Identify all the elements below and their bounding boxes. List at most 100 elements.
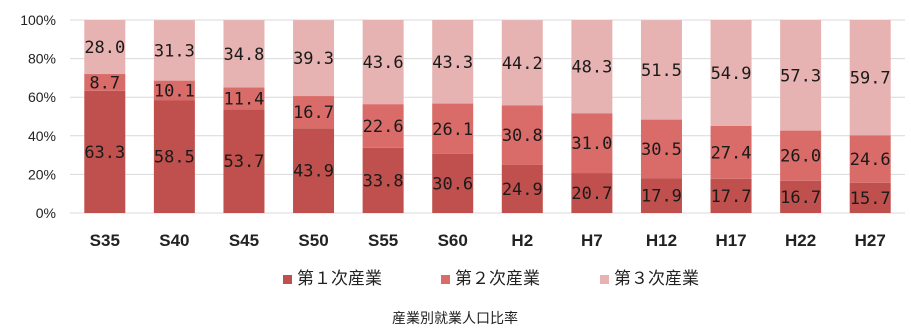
- data-label: 34.8: [223, 45, 264, 65]
- bar-segment: [432, 103, 474, 154]
- bar-segment: [640, 119, 682, 179]
- x-category-label: S50: [298, 231, 328, 250]
- data-label: 17.9: [641, 187, 682, 207]
- data-label: 22.6: [363, 117, 404, 137]
- x-category-label: S45: [229, 231, 259, 250]
- data-label: 10.1: [154, 81, 195, 101]
- x-category-label: H12: [646, 231, 677, 250]
- y-tick-label: 20%: [28, 166, 56, 182]
- y-tick-label: 0%: [36, 205, 56, 221]
- legend-label: 第３次産業: [614, 269, 699, 289]
- bar-segment: [362, 104, 404, 148]
- data-label: 54.9: [711, 64, 752, 84]
- x-category-label: H17: [715, 231, 746, 250]
- data-label: 57.3: [780, 66, 821, 86]
- bar-segment: [501, 20, 543, 106]
- data-label: 16.7: [780, 188, 821, 208]
- data-label: 43.6: [363, 53, 404, 73]
- bar-segment: [293, 96, 335, 129]
- bar-segment: [710, 178, 752, 213]
- bar-segment: [153, 80, 195, 101]
- data-label: 24.6: [850, 150, 891, 170]
- bar-segment: [84, 90, 126, 213]
- data-label: 59.7: [850, 69, 891, 89]
- bar-segment: [293, 128, 335, 213]
- bar-segment: [362, 147, 404, 213]
- bar-segment: [640, 20, 682, 120]
- data-label: 11.4: [223, 89, 264, 109]
- bar-segment: [780, 180, 822, 213]
- x-category-label: S60: [438, 231, 468, 250]
- data-label: 48.3: [571, 58, 612, 78]
- bar-segment: [849, 135, 891, 183]
- x-category-label: S35: [90, 231, 120, 250]
- y-tick-label: 40%: [28, 128, 56, 144]
- x-category-label: S40: [159, 231, 189, 250]
- x-category-label: S55: [368, 231, 398, 250]
- bar-segment: [223, 20, 265, 88]
- bar-segment: [501, 164, 543, 213]
- y-axis-ticks: 0% 20% 40% 60% 80% 100%: [20, 12, 56, 221]
- gridlines: [70, 19, 905, 214]
- x-axis-categories: S35 S40 S45 S50 S55 S60 H2 H7 H12 H17 H22 H27: [90, 231, 886, 250]
- data-label: 43.9: [293, 162, 334, 182]
- data-label: 30.6: [432, 174, 473, 194]
- data-label: 28.0: [84, 38, 125, 58]
- bar-segment: [710, 125, 752, 179]
- data-label: 43.3: [432, 53, 473, 73]
- x-category-label: H22: [785, 231, 816, 250]
- bar-segment: [223, 87, 265, 110]
- bar-segment: [780, 130, 822, 181]
- bar-segment: [293, 20, 335, 97]
- bar-segment: [710, 20, 752, 126]
- legend-swatch: [283, 275, 292, 284]
- bar-segment: [849, 182, 891, 213]
- data-label: 33.8: [363, 171, 404, 191]
- bar-segment: [153, 100, 195, 213]
- data-label: 20.7: [571, 184, 612, 204]
- y-tick-label: 100%: [20, 12, 56, 28]
- bar-segment: [153, 20, 195, 81]
- data-label: 31.0: [571, 134, 612, 154]
- data-label: 44.2: [502, 54, 543, 74]
- bar-segment: [571, 20, 613, 114]
- y-tick-label: 60%: [28, 89, 56, 105]
- legend: 第１次産業 第２次産業 第３次産業: [283, 269, 699, 289]
- data-label: 51.5: [641, 61, 682, 81]
- bar-segment: [84, 20, 126, 75]
- bar-segment: [501, 105, 543, 165]
- bar-segment: [432, 20, 474, 104]
- data-label: 15.7: [850, 189, 891, 209]
- bar-segment: [432, 153, 474, 213]
- chart-caption: 産業別就業人口比率: [392, 310, 518, 327]
- data-label: 17.7: [711, 187, 752, 207]
- bar-segment: [640, 178, 682, 213]
- legend-label: 第１次産業: [297, 269, 382, 289]
- data-label: 26.1: [432, 120, 473, 140]
- data-label: 58.5: [154, 148, 195, 168]
- data-label: 39.3: [293, 49, 334, 69]
- data-label: 63.3: [84, 143, 125, 163]
- bar-segment: [223, 109, 265, 213]
- bar-segment: [849, 20, 891, 136]
- x-category-label: H2: [511, 231, 533, 250]
- data-label: 16.7: [293, 103, 334, 123]
- y-tick-label: 80%: [28, 51, 56, 67]
- data-label: 30.8: [502, 126, 543, 146]
- legend-swatch: [600, 275, 609, 284]
- data-label: 8.7: [89, 73, 120, 93]
- data-label: 30.5: [641, 140, 682, 160]
- data-label: 53.7: [223, 152, 264, 172]
- data-label: 26.0: [780, 147, 821, 167]
- legend-swatch: [441, 275, 450, 284]
- x-category-label: H27: [855, 231, 886, 250]
- bar-segment: [780, 20, 822, 131]
- bars: [84, 20, 891, 213]
- bar-segment: [571, 173, 613, 213]
- data-label: 24.9: [502, 180, 543, 200]
- x-category-label: H7: [581, 231, 603, 250]
- bar-segment: [84, 74, 126, 91]
- bar-segment: [362, 20, 404, 105]
- data-label: 31.3: [154, 41, 195, 61]
